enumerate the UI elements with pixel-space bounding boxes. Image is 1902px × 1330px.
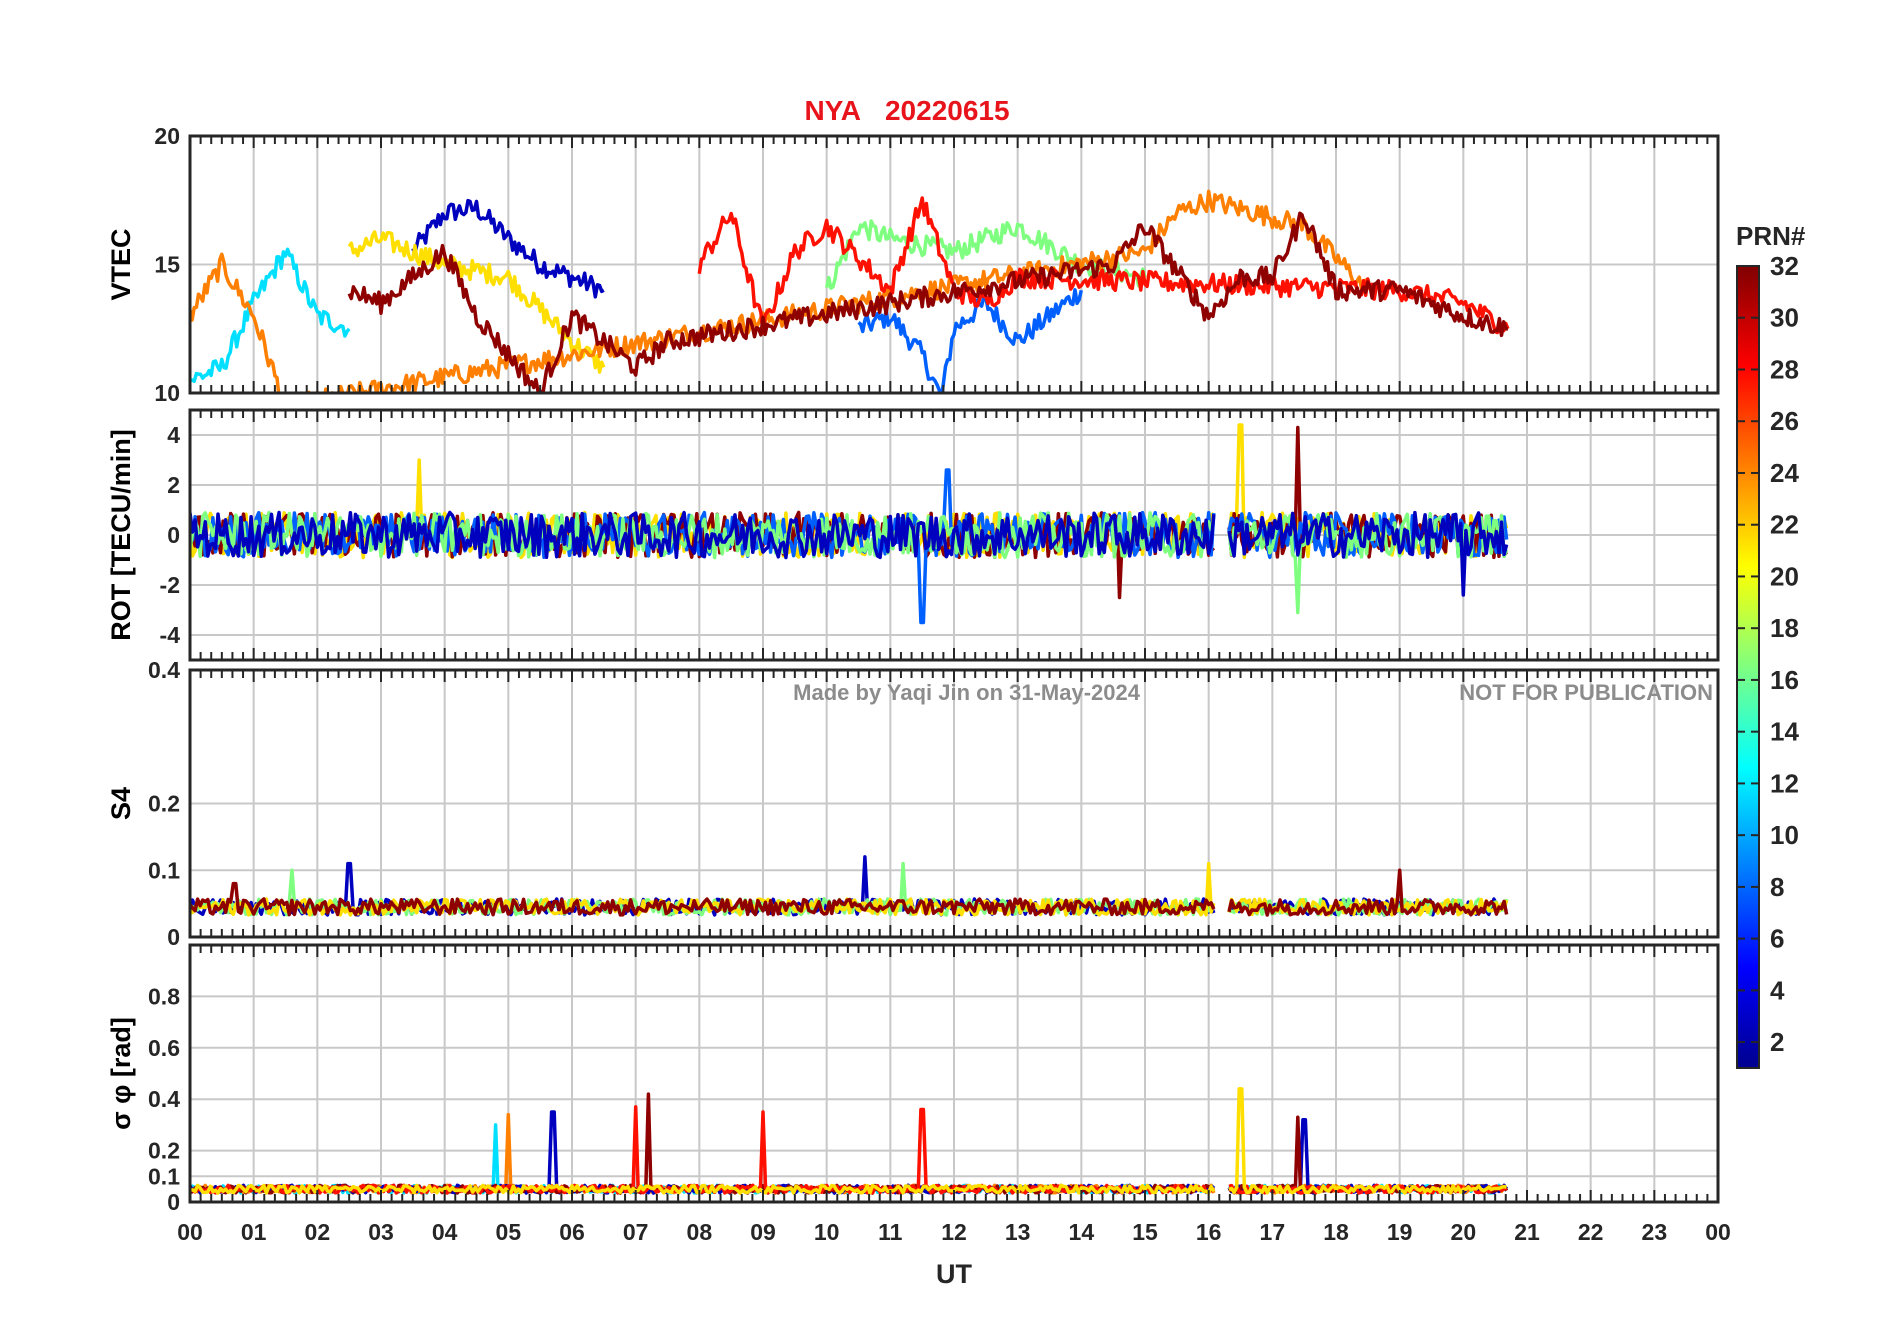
series-line	[411, 198, 605, 299]
x-tick-label: 13	[1005, 1219, 1031, 1245]
colorbar-tick-label: 26	[1770, 406, 1799, 436]
y-tick-label: 0	[167, 1189, 180, 1215]
colorbar-tick-label: 28	[1770, 354, 1799, 384]
y-tick-label: 2	[167, 472, 180, 498]
series-line	[1228, 1087, 1508, 1195]
colorbar-label: PRN#	[1736, 221, 1806, 251]
y-tick-label: 0.4	[148, 1086, 180, 1112]
series-line	[190, 1183, 1216, 1195]
series-group	[190, 1087, 1509, 1195]
x-tick-label: 02	[305, 1219, 331, 1245]
x-tick-label: 03	[368, 1219, 394, 1245]
y-tick-label: 0.1	[148, 857, 180, 883]
y-tick-label: 0.8	[148, 983, 180, 1009]
x-tick-label: 01	[241, 1219, 267, 1245]
x-tick-label: 00	[1705, 1219, 1731, 1245]
panel-vtec: 10 15 20 VTEC	[106, 123, 1720, 406]
colorbar-gradient	[1736, 265, 1760, 1069]
series-group	[190, 423, 1509, 625]
x-tick-label: 16	[1196, 1219, 1222, 1245]
series-line	[1227, 510, 1509, 597]
y-tick-label: 0.2	[148, 791, 180, 817]
colorbar-tick-label: 30	[1770, 303, 1799, 333]
colorbar-tick-label: 2	[1770, 1027, 1784, 1057]
figure-title: NYA 20220615	[804, 95, 1009, 126]
x-tick-label: 18	[1323, 1219, 1349, 1245]
x-tick-label: 19	[1387, 1219, 1413, 1245]
x-tick-label: 17	[1260, 1219, 1286, 1245]
colorbar-tick-label: 6	[1770, 924, 1784, 954]
y-tick-label: 0	[167, 522, 180, 548]
x-axis-label: UT	[936, 1259, 972, 1289]
watermark-notice: NOT FOR PUBLICATION	[1459, 680, 1713, 705]
panel-sigma-phi: 00.10.2 0.4 0.6 0.8 σ φ [rad]	[106, 943, 1720, 1215]
series-line	[1227, 868, 1509, 917]
x-tick-label: 23	[1642, 1219, 1668, 1245]
x-tick-label: 10	[814, 1219, 840, 1245]
y-tick-label: -2	[160, 572, 180, 598]
x-axis-ticks: 00 01 02 03 04 05 06 07 08 09 10 11 12 13 14 15 16 17 18 19…	[177, 1219, 1731, 1245]
colorbar-tick-label: 18	[1770, 613, 1799, 643]
colorbar-tick-label: 12	[1770, 768, 1799, 798]
panel-rot: -4 -2 0 2 4 ROT [TECU/min]	[106, 408, 1720, 662]
watermark-author: Made by Yaqi Jin on 31-May-2024	[793, 680, 1141, 705]
colorbar-tick-label: 24	[1770, 458, 1799, 488]
y-axis-label: ROT [TECU/min]	[106, 429, 136, 640]
x-tick-label: 04	[432, 1219, 458, 1245]
colorbar-tick-label: 4	[1770, 975, 1785, 1005]
y-tick-label: 4	[167, 422, 180, 448]
x-tick-label: 07	[623, 1219, 649, 1245]
x-tick-label: 06	[559, 1219, 585, 1245]
series-line	[190, 510, 1216, 560]
series-line	[857, 288, 1084, 393]
x-tick-label: 05	[496, 1219, 522, 1245]
y-tick-label: -4	[160, 622, 181, 648]
series-group	[190, 189, 1510, 393]
x-tick-label: 00	[177, 1219, 203, 1245]
panel-s4: 0 0.1 0.2 0.4 S4	[106, 657, 1720, 950]
colorbar-tick-label: 16	[1770, 665, 1799, 695]
y-tick-label: 0.1	[148, 1163, 180, 1189]
y-tick-label: 0	[167, 924, 180, 950]
y-axis-label: S4	[106, 787, 136, 820]
colorbar-tick-label: 14	[1770, 717, 1799, 747]
x-tick-label: 11	[878, 1219, 903, 1245]
y-tick-label: 10	[154, 380, 180, 406]
title-station: NYA	[804, 95, 861, 126]
x-tick-label: 22	[1578, 1219, 1604, 1245]
colorbar-tick-label: 22	[1770, 510, 1799, 540]
colorbar-tick-label: 10	[1770, 820, 1799, 850]
series-line	[190, 510, 1215, 560]
colorbar-tick-label: 20	[1770, 561, 1799, 591]
x-tick-label: 20	[1451, 1219, 1477, 1245]
title-date: 20220615	[885, 95, 1010, 126]
y-tick-label: 0.6	[148, 1035, 180, 1061]
x-tick-label: 15	[1132, 1219, 1158, 1245]
series-group	[190, 855, 1509, 917]
y-axis-label: σ φ [rad]	[106, 1017, 136, 1130]
series-line	[190, 881, 1216, 917]
series-line	[347, 230, 606, 374]
x-tick-label: 14	[1069, 1219, 1095, 1245]
y-tick-label: 20	[154, 123, 180, 149]
x-tick-label: 09	[750, 1219, 776, 1245]
x-tick-label: 21	[1514, 1219, 1540, 1245]
colorbar-tick-label: 32	[1770, 251, 1799, 281]
series-line	[347, 211, 1508, 393]
y-tick-label: 0.2	[148, 1138, 180, 1164]
y-tick-label: 0.4	[148, 657, 180, 683]
y-axis-label: VTEC	[106, 228, 136, 300]
x-tick-label: 12	[941, 1219, 967, 1245]
series-line	[190, 247, 351, 383]
y-tick-label: 15	[154, 252, 180, 278]
colorbar-tick-label: 8	[1770, 872, 1784, 902]
x-tick-label: 08	[687, 1219, 713, 1245]
